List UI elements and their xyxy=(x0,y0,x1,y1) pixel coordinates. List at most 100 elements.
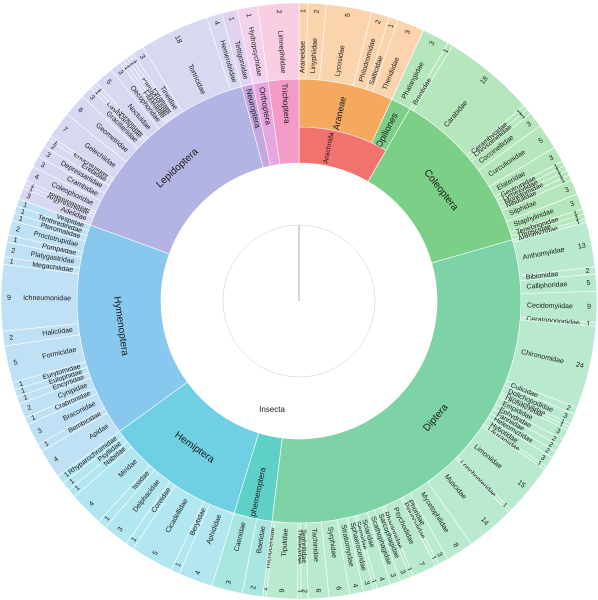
family-label-halictidae: Halictidae xyxy=(42,327,73,338)
family-value-sepsidae: 1 xyxy=(369,579,377,585)
family-label-bibionidae: Bibionidae xyxy=(525,271,558,281)
family-value-cynipidae: 2 xyxy=(26,404,32,412)
family-value-anthomyiidae: 13 xyxy=(577,242,586,250)
family-label-baetidae: Baetidae xyxy=(256,526,267,554)
family-value-elateridae: 3 xyxy=(548,154,555,162)
family-value-mycetophilidae: 8 xyxy=(451,542,459,549)
family-value-delphacidae: 3 xyxy=(117,526,125,533)
family-value-bembicidae: 1 xyxy=(43,440,50,448)
family-value-phoridae: 3 xyxy=(435,551,443,558)
family-label-tipulidae: Tipulidae xyxy=(281,528,290,557)
family-value-crabronidae: 1 xyxy=(31,414,37,422)
family-value-sphaeroceridae: 3 xyxy=(363,580,371,586)
family-label-tephritidae: Tephritidae xyxy=(299,529,307,563)
family-value-lasiocampidae: 1 xyxy=(93,89,101,97)
family-value-lonchopteridae: 1 xyxy=(500,502,508,510)
root-label: Insecta xyxy=(259,405,285,414)
family-value-dryomyzidae: 1 xyxy=(558,422,565,430)
family-value-argyresthiidae: 1 xyxy=(28,186,34,194)
family-value-issidae: 1 xyxy=(104,515,112,523)
family-label-araneidae: Araneidae xyxy=(299,41,306,73)
family-value-tephritidae: 2 xyxy=(301,589,308,593)
family-label-ichneumonidae: Ichneumonidae xyxy=(23,295,71,303)
family-value-pterophoridae: 1 xyxy=(129,60,137,67)
family-value-rhagionidae: 1 xyxy=(405,566,413,572)
family-value-tenebrionidae: 1 xyxy=(573,210,579,218)
family-value-sarcophagidae: 3 xyxy=(398,569,406,575)
family-value-hybotidae: 3 xyxy=(539,454,546,462)
family-label-ceratopogonidae: Ceratopogonidae xyxy=(526,316,580,327)
family-value-lycosidae: 5 xyxy=(344,13,352,18)
family-value-psyllidae: 1 xyxy=(69,478,76,486)
family-value-hemerobiidae: 4 xyxy=(212,20,220,26)
family-label-syrphidae: Syrphidae xyxy=(326,526,337,558)
family-value-chrysomelidae: 1 xyxy=(519,113,527,121)
family-value-formicidae: 5 xyxy=(13,359,18,367)
family-value-berytidae: 1 xyxy=(175,562,183,569)
family-value-eurytomidae: 1 xyxy=(18,380,24,388)
family-value-tenthredinidae: 1 xyxy=(20,209,26,217)
family-value-bibionidae: 2 xyxy=(585,268,590,275)
family-value-proctotrupidae: 2 xyxy=(15,226,21,234)
family-value-pompilidae: 1 xyxy=(13,237,18,245)
family-value-tachinidae: 6 xyxy=(314,588,321,592)
family-value-culicidae: 2 xyxy=(565,404,571,412)
family-value-lauxaniidae: 1 xyxy=(535,460,542,468)
family-value-megachilidae: 1 xyxy=(9,258,14,265)
family-value-hydropsychidae: 1 xyxy=(245,13,253,18)
family-value-nabidae: 1 xyxy=(74,484,82,492)
family-value-cecidomyiidae: 9 xyxy=(587,304,591,311)
family-value-baetidae: 2 xyxy=(250,585,258,590)
family-value-gelechiidae: 7 xyxy=(61,126,68,134)
family-value-sciaridae: 4 xyxy=(377,576,385,582)
family-value-adelidae: 3 xyxy=(25,193,31,201)
family-value-tettigoniidae: 1 xyxy=(227,16,235,22)
family-value-blastobasidae: 1 xyxy=(29,182,35,190)
family-value-linyphiidae: 2 xyxy=(314,9,321,13)
family-value-lyonetiidae: 1 xyxy=(96,86,104,94)
family-value-trichoceridae: 1 xyxy=(262,587,269,592)
family-value-curculionidae: 5 xyxy=(537,137,544,145)
family-value-drosophilidae: 1 xyxy=(559,418,566,426)
family-value-calliphoridae: 5 xyxy=(586,280,590,287)
family-label-therevidae: Therevidae xyxy=(295,529,302,564)
family-value-noctuidae: 5 xyxy=(105,79,113,87)
family-value-coccinellidae: 3 xyxy=(526,121,533,129)
family-value-rhyparochromidae: 1 xyxy=(63,471,70,479)
family-value-geotrupidae: 1 xyxy=(553,163,560,171)
family-value-agromyzidae: 1 xyxy=(576,219,582,227)
family-value-pyralidae: 1 xyxy=(132,58,140,65)
family-value-vespidae: 1 xyxy=(22,202,28,210)
family-value-eriocraniidae: 1 xyxy=(53,139,60,147)
family-value-crambidae: 3 xyxy=(39,162,46,170)
family-value-salticidae: 1 xyxy=(388,23,396,29)
family-value-psychidae: 1 xyxy=(125,62,133,69)
family-value-ephydridae: 2 xyxy=(551,435,558,443)
family-value-eulophidae: 1 xyxy=(20,387,26,395)
family-value-encyrtidae: 1 xyxy=(23,394,29,402)
family-value-coleophoridae: 4 xyxy=(33,173,40,181)
family-label-linyphiidae: Linyphiidae xyxy=(310,38,319,74)
family-value-gracillariidae: 3 xyxy=(88,94,96,102)
family-value-nitidulidae: 1 xyxy=(560,177,567,185)
family-value-brentidae: 1 xyxy=(442,48,450,55)
family-value-cicadellidae: 5 xyxy=(152,550,160,557)
family-value-ceratopogonidae: 1 xyxy=(586,321,591,328)
family-value-chironomidae: 24 xyxy=(575,361,584,370)
family-value-syrphidae: 6 xyxy=(334,586,341,591)
family-value-ichneumonidae: 9 xyxy=(7,295,11,302)
family-value-oecophoridae: 3 xyxy=(116,69,124,76)
family-value-staphylinidae: 3 xyxy=(570,201,576,209)
family-value-limnephilidae: 2 xyxy=(275,9,282,13)
family-value-apidae: 4 xyxy=(53,456,60,464)
family-value-miridae: 4 xyxy=(88,500,96,508)
family-wedge-limnephilidae[interactable] xyxy=(257,2,300,82)
family-value-geometridae: 6 xyxy=(76,107,84,115)
family-value-dolichopodidae: 3 xyxy=(562,412,568,420)
family-value-caenidae: 3 xyxy=(225,580,233,586)
family-value-tortricidae: 18 xyxy=(173,35,183,45)
family-value-pteromalidae: 1 xyxy=(18,215,24,223)
family-value-erebidae: 2 xyxy=(49,143,56,151)
family-value-cerambycidae: 1 xyxy=(516,109,524,117)
